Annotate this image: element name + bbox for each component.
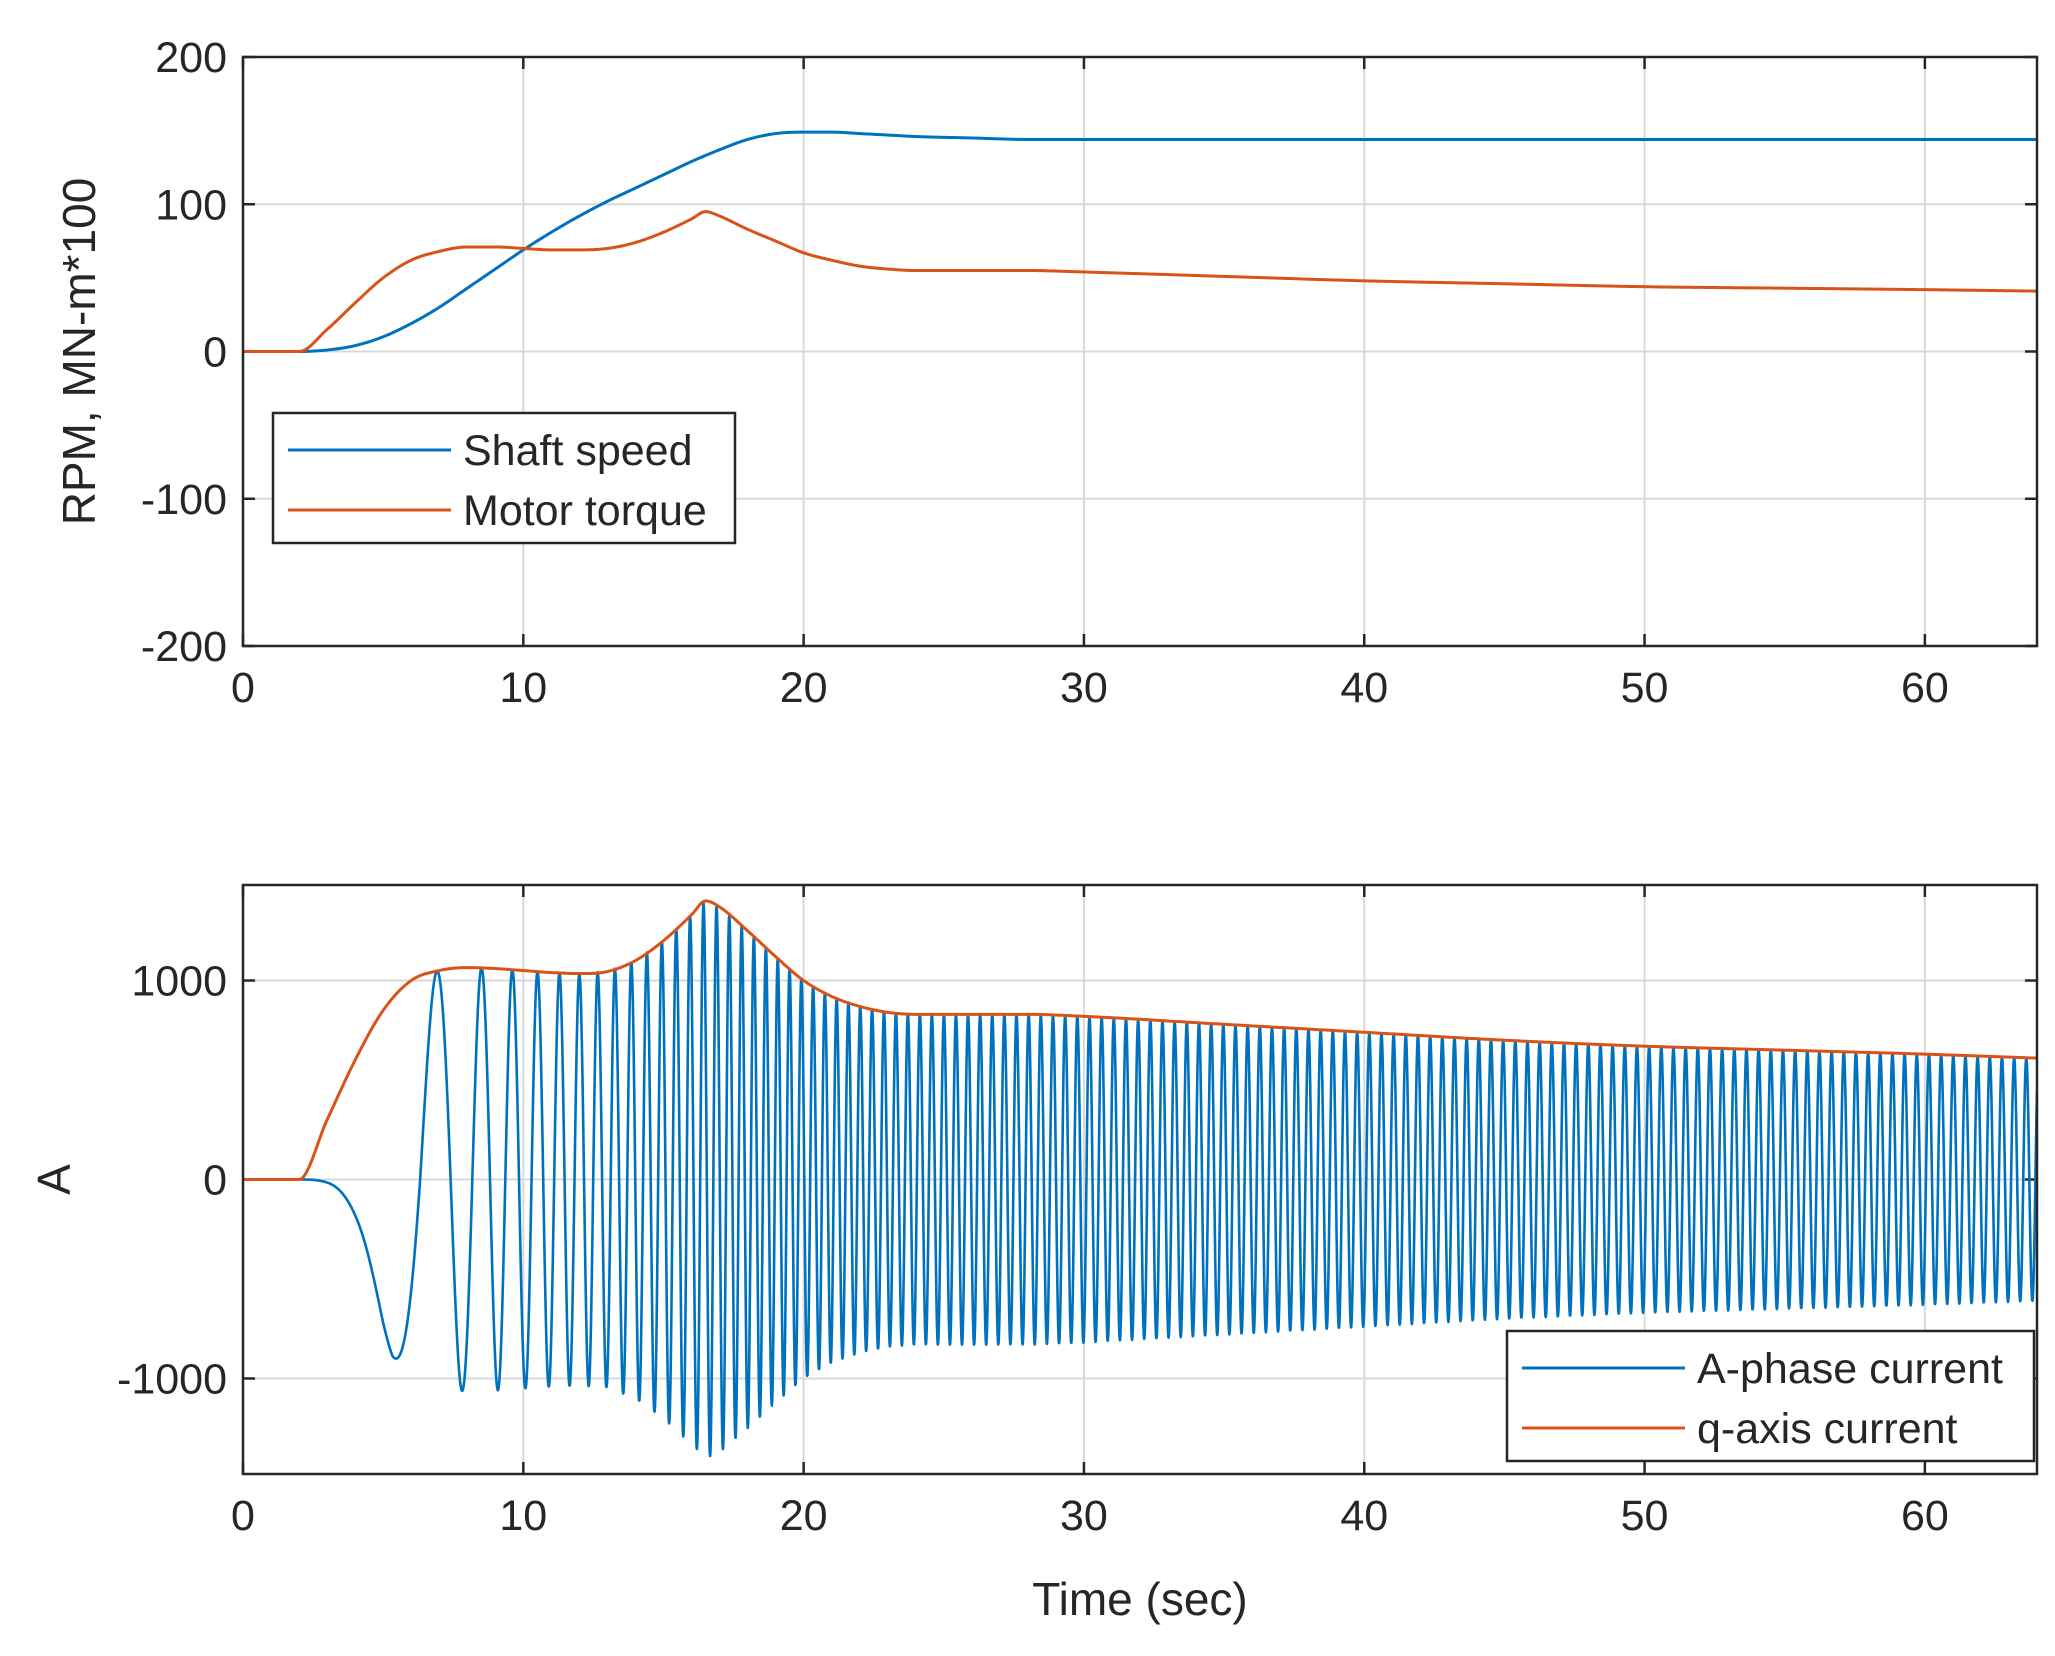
x-tick-label: 40: [1340, 664, 1388, 712]
legend-label-shaft-speed: Shaft speed: [463, 427, 693, 475]
y-tick-label: 0: [203, 1157, 227, 1205]
legend-label-a-phase-current: A-phase current: [1697, 1345, 2003, 1393]
x-tick-label: 40: [1340, 1492, 1388, 1540]
bottom-lines: [243, 899, 2037, 1458]
y-tick-label: 0: [203, 329, 227, 377]
chart-bottom: 0 10 20 30 40 50 60 -1000 0 1000 A Time (sec) A-p…: [28, 883, 2039, 1625]
y-tick-label: -100: [141, 476, 227, 524]
series-line-shaft-speed: [243, 130, 2037, 353]
x-tick-label: 10: [499, 1492, 547, 1540]
bottom-legend: A-phase current q-axis current: [1505, 1329, 2036, 1463]
y-tick-label: -200: [141, 623, 227, 671]
y-tick-label: 200: [155, 34, 227, 82]
x-tick-label: 20: [780, 1492, 828, 1540]
top-ticks: 0 10 20 30 40 50 60 -200 -100 0 100 200: [141, 34, 2037, 712]
x-tick-label: 50: [1621, 664, 1669, 712]
series-line-a-phase-current: [243, 901, 2037, 1458]
y-tick-label: 100: [155, 181, 227, 229]
bottom-axes-box: [241, 883, 2039, 1476]
top-legend-box: [271, 411, 737, 545]
chart-top: 0 10 20 30 40 50 60 -200 -100 0 100 200 RPM, MN-m*1…: [53, 34, 2039, 712]
legend-label-q-axis-current: q-axis current: [1697, 1405, 1958, 1453]
x-tick-label: 0: [231, 664, 255, 712]
top-y-axis-label: RPM, MN-m*100: [53, 178, 105, 526]
x-tick-label: 30: [1060, 664, 1108, 712]
bottom-x-axis-label: Time (sec): [1032, 1573, 1248, 1625]
top-lines: [243, 130, 2037, 353]
top-legend: Shaft speed Motor torque: [271, 411, 737, 545]
x-tick-label: 60: [1901, 1492, 1949, 1540]
x-tick-label: 20: [780, 664, 828, 712]
bottom-ticks: 0 10 20 30 40 50 60 -1000 0 1000: [117, 885, 2037, 1540]
legend-label-motor-torque: Motor torque: [463, 487, 707, 535]
x-tick-label: 30: [1060, 1492, 1108, 1540]
y-tick-label: -1000: [117, 1355, 227, 1403]
x-tick-label: 0: [231, 1492, 255, 1540]
bottom-legend-box: [1505, 1329, 2036, 1463]
top-axes-box: [241, 55, 2039, 648]
bottom-y-axis-label: A: [28, 1164, 80, 1195]
y-tick-label: 1000: [131, 958, 227, 1006]
x-tick-label: 50: [1621, 1492, 1669, 1540]
x-tick-label: 60: [1901, 664, 1949, 712]
series-line-motor-torque: [243, 210, 2037, 353]
series-line-q-axis-current: [243, 899, 2037, 1181]
x-tick-label: 10: [499, 664, 547, 712]
